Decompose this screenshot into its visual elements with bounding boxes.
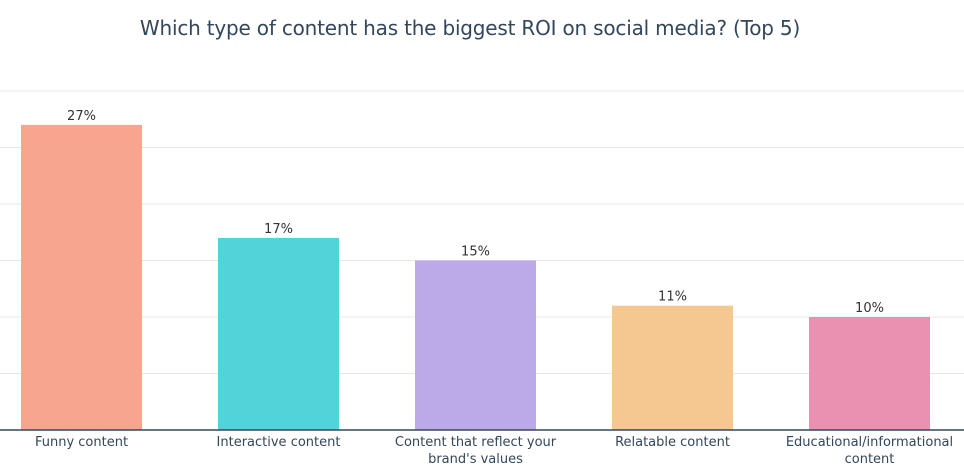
chart-title: Which type of content has the biggest RO… xyxy=(139,16,801,40)
category-label: brand's values xyxy=(428,452,523,467)
bar xyxy=(415,260,536,430)
category-label: Funny content xyxy=(35,435,128,450)
bar xyxy=(612,305,733,430)
category-label: Relatable content xyxy=(615,435,730,450)
data-label: 15% xyxy=(461,245,490,260)
bars xyxy=(21,124,930,431)
category-label: content xyxy=(845,452,895,467)
data-label: 11% xyxy=(658,290,687,305)
data-label: 17% xyxy=(264,222,293,237)
value-labels: 27% 17% 15% 11% 10% xyxy=(67,109,884,316)
data-label: 10% xyxy=(855,301,884,316)
bar xyxy=(21,124,142,431)
data-label: 27% xyxy=(67,109,96,124)
bar xyxy=(218,237,339,430)
category-label: Content that reflect your xyxy=(395,435,557,450)
category-label: Educational/informational xyxy=(786,435,953,450)
bar xyxy=(809,317,930,430)
category-labels: Funny content Interactive content Content … xyxy=(35,435,953,467)
category-label: Interactive content xyxy=(217,435,341,450)
